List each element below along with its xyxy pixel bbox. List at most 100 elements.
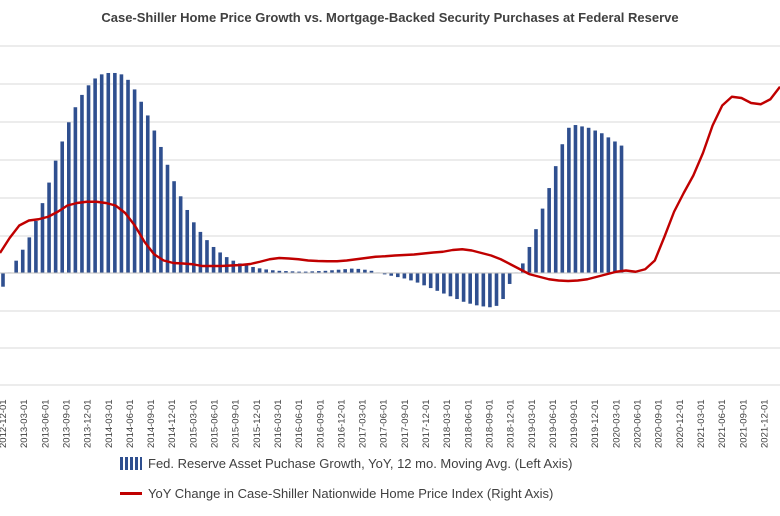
x-tick-label: 2021-09-01 <box>738 399 749 448</box>
x-tick-label: 2012-12-01 <box>0 399 9 448</box>
x-tick-label: 2013-06-01 <box>40 399 51 448</box>
bar <box>119 74 124 273</box>
bar <box>192 222 196 273</box>
bar <box>172 181 176 273</box>
bar <box>507 273 512 284</box>
bar <box>284 271 288 273</box>
bar <box>86 85 91 273</box>
x-tick-label: 2015-09-01 <box>231 399 242 448</box>
x-tick-label: 2019-06-01 <box>548 399 559 448</box>
bar <box>73 107 78 273</box>
bar <box>336 269 341 273</box>
x-tick-label: 2019-09-01 <box>569 399 580 448</box>
bar <box>264 269 268 273</box>
bar <box>277 270 282 273</box>
bar <box>593 130 597 273</box>
bar <box>488 273 492 308</box>
bar <box>547 188 551 273</box>
bar <box>599 133 604 273</box>
x-tick-label: 2018-09-01 <box>484 399 495 448</box>
bar <box>27 237 32 273</box>
bar <box>132 89 137 273</box>
bar <box>396 273 400 278</box>
bar <box>20 249 25 273</box>
bar <box>553 166 558 273</box>
chart-title: Case-Shiller Home Price Growth vs. Mortg… <box>101 10 679 25</box>
x-tick-label: 2020-06-01 <box>633 399 644 448</box>
bar <box>415 273 420 283</box>
x-tick-label: 2018-06-01 <box>463 399 474 448</box>
x-tick-label: 2015-03-01 <box>188 399 199 448</box>
bar <box>448 273 453 297</box>
bar <box>145 115 150 273</box>
bar <box>481 273 486 307</box>
bar <box>409 273 413 281</box>
bar <box>560 144 565 273</box>
bar <box>152 130 157 273</box>
x-tick-label: 2013-12-01 <box>83 399 94 448</box>
bar <box>573 125 578 273</box>
bar <box>402 273 407 279</box>
bar <box>40 203 45 273</box>
bar <box>185 209 190 273</box>
bar <box>303 271 308 273</box>
bar <box>231 260 236 273</box>
legend-bar-swatch <box>120 457 142 470</box>
bar <box>113 72 117 273</box>
bar <box>580 126 584 273</box>
bar <box>363 269 367 273</box>
bar <box>428 273 433 289</box>
bar <box>455 273 459 300</box>
x-tick-label: 2015-12-01 <box>252 399 263 448</box>
bar <box>1 273 5 287</box>
bar <box>67 122 71 273</box>
bar <box>349 268 354 273</box>
x-tick-label: 2016-12-01 <box>336 399 347 448</box>
x-tick-label: 2021-12-01 <box>759 399 770 448</box>
x-tick-label: 2018-03-01 <box>442 399 453 448</box>
bar <box>218 252 222 273</box>
bar <box>34 220 38 273</box>
bar <box>47 182 51 273</box>
bar <box>53 160 58 273</box>
bar <box>422 273 426 286</box>
bar <box>211 246 216 273</box>
x-tick-label: 2017-09-01 <box>400 399 411 448</box>
bar <box>356 268 361 273</box>
bar <box>80 94 84 274</box>
legend-line-swatch <box>120 492 142 495</box>
bar <box>257 268 262 273</box>
x-tick-label: 2019-03-01 <box>527 399 538 448</box>
bar <box>330 270 334 273</box>
bar <box>606 137 611 273</box>
bar <box>60 141 65 273</box>
bar <box>389 273 394 276</box>
bar <box>14 260 18 273</box>
bar <box>494 273 499 306</box>
bar <box>501 273 505 300</box>
bar <box>270 270 275 273</box>
bar <box>534 229 538 273</box>
legend-line-label: YoY Change in Case-Shiller Nationwide Ho… <box>148 486 554 501</box>
bar <box>527 246 532 273</box>
bar <box>323 270 328 273</box>
x-tick-label: 2013-09-01 <box>61 399 72 448</box>
x-tick-label: 2019-12-01 <box>590 399 601 448</box>
bar <box>586 127 591 273</box>
bar <box>613 141 617 273</box>
bar <box>178 196 183 273</box>
bar <box>99 74 104 273</box>
x-tick-label: 2015-06-01 <box>210 399 221 448</box>
bar <box>165 164 170 273</box>
bar <box>198 231 203 273</box>
x-tick-label: 2021-06-01 <box>717 399 728 448</box>
bar <box>238 263 242 273</box>
bar <box>468 273 472 304</box>
x-tick-label: 2017-03-01 <box>358 399 369 448</box>
x-tick-label: 2020-03-01 <box>611 399 622 448</box>
x-tick-label: 2013-03-01 <box>19 399 30 448</box>
bar <box>205 240 209 273</box>
bar <box>461 273 466 302</box>
bar <box>93 78 97 274</box>
